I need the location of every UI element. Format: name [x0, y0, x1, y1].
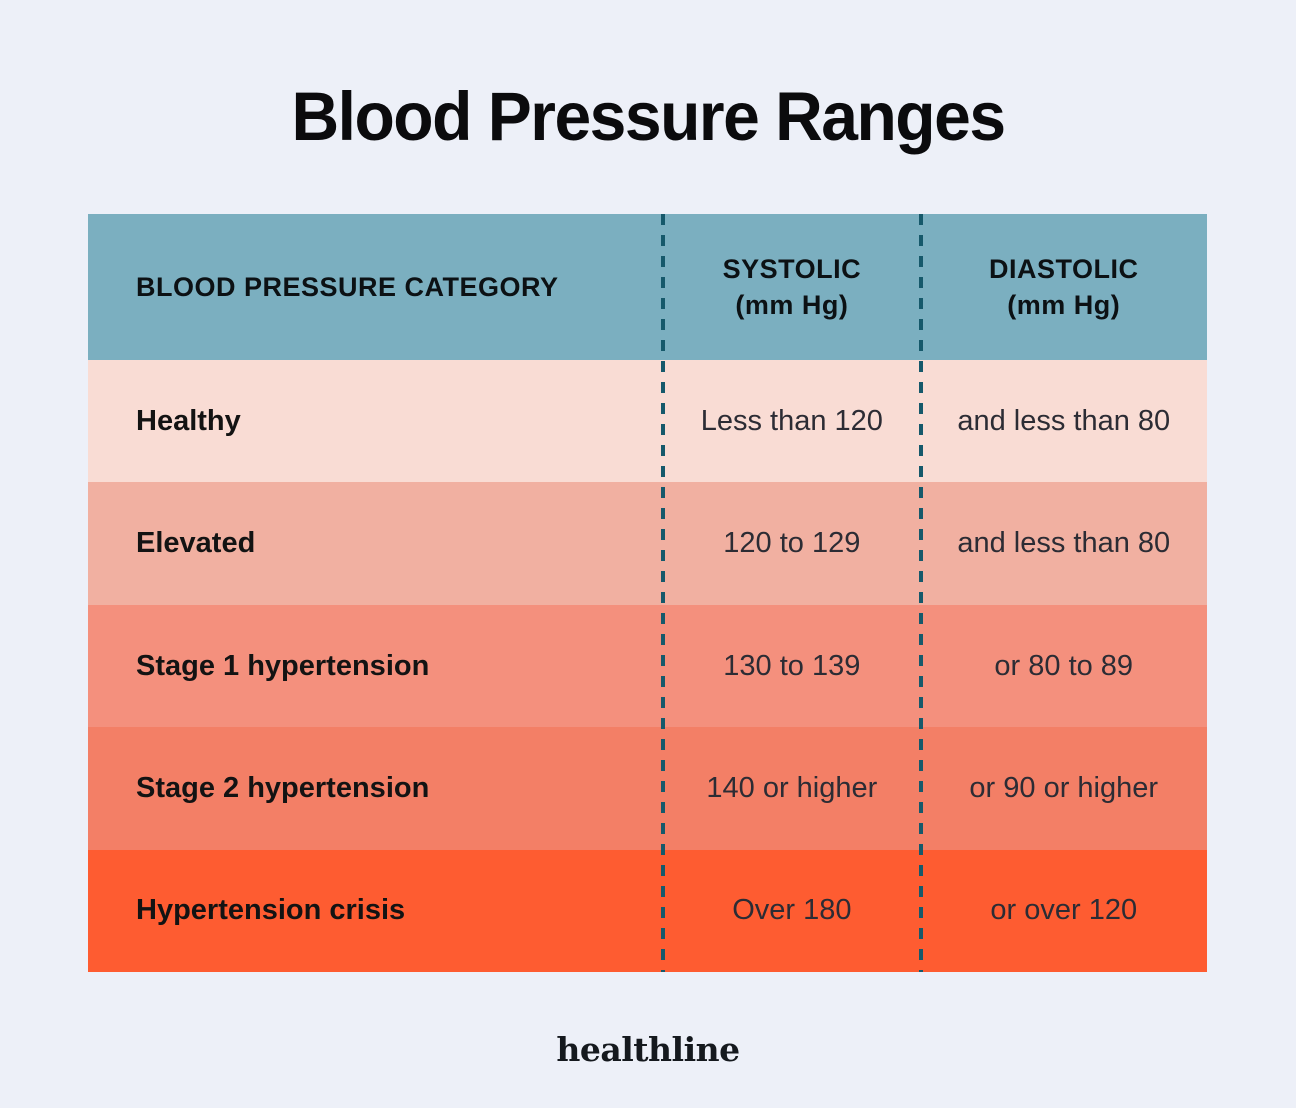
diastolic-cell: or 80 to 89 [994, 649, 1134, 682]
systolic-cell: 130 to 139 [723, 649, 861, 682]
table-row-crisis: Hypertension crisis Over 180 or over 120 [88, 849, 1207, 973]
diastolic-cell: and less than 80 [957, 527, 1171, 560]
diastolic-cell: or over 120 [990, 894, 1138, 927]
category-cell: Stage 1 hypertension [136, 649, 430, 682]
header-cell-category: BLOOD PRESSURE CATEGORY [136, 271, 559, 302]
page-title: Blood Pressure Ranges [291, 77, 1006, 155]
category-cell: Stage 2 hypertension [136, 771, 430, 804]
table-row-elevated: Elevated 120 to 129 and less than 80 [88, 482, 1207, 605]
table-header-row: BLOOD PRESSURE CATEGORY SYSTOLIC (mm Hg)… [88, 214, 1207, 360]
category-cell: Elevated [136, 527, 256, 560]
systolic-cell: Over 180 [732, 894, 852, 927]
header-cell-diastolic: DIASTOLIC (mm Hg) [921, 214, 1207, 360]
diastolic-unit: (mm Hg) [1007, 290, 1121, 320]
diastolic-cell: or 90 or higher [969, 771, 1159, 804]
systolic-label: SYSTOLIC [722, 253, 862, 284]
blood-pressure-table: BLOOD PRESSURE CATEGORY SYSTOLIC (mm Hg)… [88, 214, 1207, 973]
systolic-unit: (mm Hg) [735, 290, 849, 320]
category-cell: Healthy [136, 404, 241, 437]
diastolic-cell: and less than 80 [957, 404, 1171, 437]
category-cell: Hypertension crisis [136, 894, 406, 927]
column-divider-systolic [661, 214, 666, 972]
table-row-healthy: Healthy Less than 120 and less than 80 [88, 360, 1207, 483]
table-row-stage2: Stage 2 hypertension 140 or higher or 90… [88, 727, 1207, 850]
systolic-cell: Less than 120 [700, 404, 883, 437]
header-cell-systolic: SYSTOLIC (mm Hg) [663, 214, 920, 360]
table-row-stage1: Stage 1 hypertension 130 to 139 or 80 to… [88, 604, 1207, 728]
systolic-cell: 120 to 129 [723, 527, 861, 560]
systolic-cell: 140 or higher [706, 771, 878, 804]
diastolic-label: DIASTOLIC [988, 253, 1139, 284]
healthline-logo: healthline [556, 1030, 740, 1069]
column-divider-diastolic [918, 214, 923, 972]
